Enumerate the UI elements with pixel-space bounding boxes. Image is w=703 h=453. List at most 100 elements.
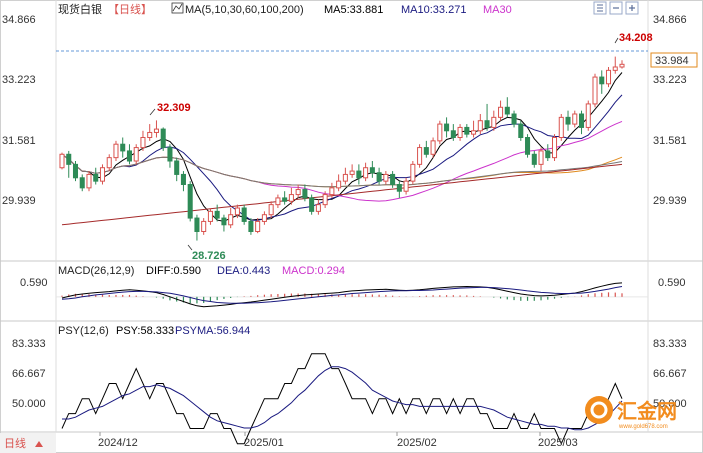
candle-down [72, 161, 79, 182]
date-label: 2025/02 [397, 437, 437, 449]
candle-up [410, 161, 416, 185]
candle-body [437, 123, 443, 142]
zoom-in-icon[interactable] [625, 1, 639, 15]
candle-down [504, 97, 510, 118]
psy-tick-left: 50.000 [12, 398, 46, 410]
candle-body [504, 106, 510, 115]
candle-body [484, 120, 490, 128]
candle-down [214, 204, 220, 222]
price-tick-left: 33.223 [2, 74, 36, 86]
date-label: 2024/12 [98, 437, 138, 449]
psy-tick-left: 66.667 [12, 368, 46, 380]
candle-body [403, 180, 409, 192]
high-marker-line [614, 37, 619, 44]
period-tag[interactable]: 【日线】 [108, 2, 152, 16]
candle-up [268, 201, 274, 219]
candle-body [174, 160, 180, 175]
candle-down [545, 144, 551, 161]
price-tick-right: 31.581 [653, 135, 687, 147]
peak-price-label: 32.309 [157, 102, 191, 114]
candle-down [248, 218, 254, 235]
candle-up [572, 110, 578, 128]
candle-up [605, 67, 612, 88]
ma5-line [61, 72, 623, 222]
zoom-out-icon[interactable] [609, 1, 623, 15]
candle-body [234, 207, 240, 216]
candle-body [282, 197, 288, 202]
candle-body [86, 173, 92, 189]
candle-body [538, 150, 544, 165]
candle-down [66, 150, 72, 178]
candle-body [140, 137, 146, 149]
watermark-logo-ring [590, 401, 608, 419]
candle-up [491, 110, 497, 131]
candle-up [585, 100, 591, 131]
candle-down [79, 174, 85, 192]
candle-body [160, 128, 166, 149]
candle-body [147, 131, 153, 138]
candle-body [207, 210, 213, 222]
grid-settings-icon[interactable] [593, 1, 607, 15]
candle-down [423, 140, 429, 158]
ma-icon [171, 2, 184, 14]
price-header: 现货白银 【日线】 MA(5,10,30,60,100,200) MA5:33.… [58, 2, 512, 16]
candle-up [558, 114, 564, 141]
candle-body [545, 150, 551, 159]
price-tick-left: 29.939 [2, 195, 36, 207]
candle-body [336, 180, 342, 189]
candle-up [538, 147, 544, 172]
candle-up [363, 162, 369, 182]
candle-down [390, 171, 396, 188]
candle-body [558, 116, 564, 138]
period-button[interactable]: 日线 [4, 436, 26, 450]
candle-body [592, 76, 598, 105]
candle-body [302, 189, 308, 199]
candle-up [275, 194, 281, 208]
candle-body [275, 197, 281, 206]
price-tick-left: 31.581 [2, 135, 36, 147]
candle-down [93, 167, 99, 185]
psy-tick-right: 66.667 [653, 368, 687, 380]
candle-up [403, 177, 409, 195]
candle-body [167, 147, 173, 162]
candle-body [194, 217, 200, 232]
candle-down [302, 184, 308, 202]
low-price-label: 28.726 [192, 250, 226, 262]
caret-up-icon[interactable] [35, 441, 43, 447]
extreme-markers: 34.208 32.309 28.726 [149, 32, 653, 262]
candle-down [120, 137, 126, 158]
instrument-title: 现货白银 [58, 2, 102, 16]
candle-body [329, 187, 335, 196]
candle-up [457, 124, 463, 141]
candle-body [214, 210, 220, 219]
candle-body [79, 177, 85, 189]
candle-body [187, 184, 193, 219]
candle-up [86, 171, 92, 192]
macd-dea-label: DEA:0.443 [217, 265, 270, 277]
macd-diff-line [61, 282, 623, 308]
candle-body [228, 214, 234, 226]
candle-body [444, 123, 450, 132]
candle-body [322, 194, 328, 206]
candle-body [99, 167, 106, 182]
psy-chart [61, 353, 623, 445]
candle-up [430, 137, 436, 158]
psy-tick-left: 83.333 [12, 338, 46, 350]
macd-label: MACD(26,12,9) [58, 265, 134, 277]
price-tick-right: 34.866 [653, 14, 687, 26]
candle-up [99, 164, 106, 185]
ma5-label: MA5:33.881 [324, 4, 383, 16]
ma10-label: MA10:33.271 [401, 4, 466, 16]
psyma-line [62, 366, 623, 431]
macd-header: MACD(26,12,9) DIFF:0.590 DEA:0.443 MACD:… [58, 265, 345, 277]
candle-body [491, 116, 497, 128]
candle-down [167, 144, 173, 168]
candle-body [356, 170, 362, 179]
candle-up [201, 218, 207, 235]
period-button-bg[interactable] [0, 433, 56, 453]
candle-up [153, 120, 159, 138]
candle-body [93, 173, 99, 182]
candle-up [113, 140, 119, 161]
candle-body [133, 147, 139, 162]
